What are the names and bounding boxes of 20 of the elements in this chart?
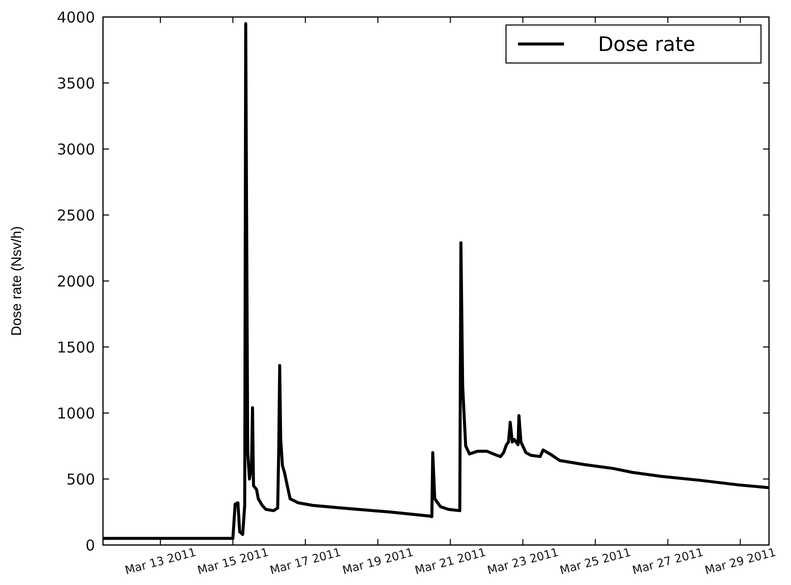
y-axis-title: Dose rate (Nsv/h)	[8, 226, 24, 336]
y-tick-label: 3500	[56, 74, 95, 92]
x-tick-label: Mar 27 2011	[630, 544, 705, 578]
x-tick-label: Mar 25 2011	[558, 544, 632, 578]
y-tick-label: 1000	[56, 404, 95, 422]
y-tick-label: 2000	[56, 272, 95, 290]
x-tick-label: Mar 29 2011	[703, 544, 778, 578]
x-tick-label: Mar 15 2011	[196, 544, 270, 578]
x-tick-label: Mar 19 2011	[340, 544, 415, 578]
y-tick-label: 1500	[56, 338, 95, 356]
y-tick-label: 2500	[56, 206, 95, 224]
y-tick-label: 0	[85, 536, 95, 554]
y-tick-label: 4000	[56, 8, 95, 26]
legend-label: Dose rate	[598, 32, 696, 56]
y-tick-label: 3000	[56, 140, 95, 158]
x-tick-label: Mar 21 2011	[413, 544, 488, 578]
x-tick-label: Mar 23 2011	[486, 544, 560, 578]
x-tick-label: Mar 17 2011	[268, 544, 342, 578]
y-tick-label: 500	[66, 470, 95, 488]
x-tick-label: Mar 13 2011	[123, 544, 198, 578]
